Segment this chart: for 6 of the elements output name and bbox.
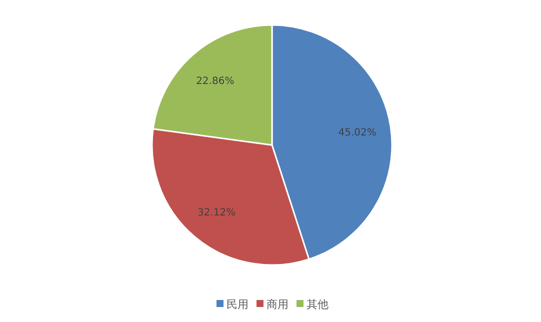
data-label: 22.86% [196, 76, 234, 87]
data-label: 45.02% [338, 128, 376, 139]
legend-label: 其他 [306, 298, 328, 311]
data-label: 32.12% [198, 207, 236, 218]
legend-label: 商用 [266, 298, 288, 311]
legend-label: 民用 [226, 298, 248, 311]
